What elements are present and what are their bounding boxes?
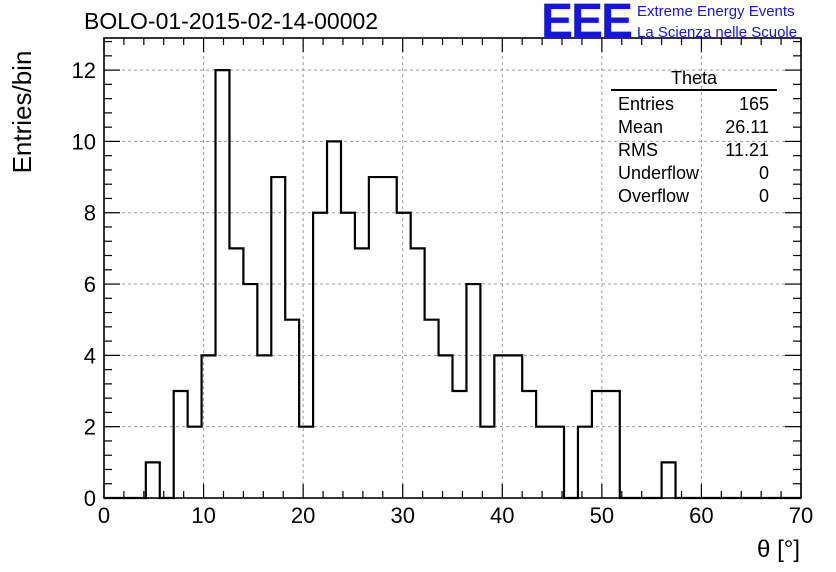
- stats-label: Overflow: [618, 186, 690, 206]
- y-tick-label: 4: [84, 343, 96, 368]
- logo-tagline-1: Extreme Energy Events: [637, 3, 795, 20]
- stats-box: Theta Entries 165 Mean 26.11 RMS 11.21 U…: [611, 68, 777, 208]
- stats-value: 26.11: [725, 117, 769, 137]
- eee-logo-mark: EEE: [541, 0, 633, 48]
- x-axis-label: θ [°]: [757, 536, 800, 563]
- stats-label: Entries: [618, 94, 675, 114]
- stats-label: Underflow: [618, 163, 700, 183]
- y-tick-label: 6: [84, 272, 96, 297]
- y-tick-label: 2: [84, 415, 96, 440]
- x-tick-label: 20: [291, 503, 315, 528]
- y-axis-label: Entries/bin: [7, 51, 37, 174]
- stats-value: 11.21: [725, 140, 769, 160]
- tick-labels: 0 10 20 30 40 50 60 70 0 2 4 6 8 10 12: [72, 58, 814, 528]
- stats-row-overflow: Overflow 0: [611, 185, 777, 208]
- x-tick-label: 70: [789, 503, 813, 528]
- stats-value: 0: [758, 163, 769, 183]
- y-tick-label: 0: [84, 486, 96, 511]
- stats-row-rms: RMS 11.21: [611, 139, 777, 162]
- x-tick-label: 0: [98, 503, 110, 528]
- x-tick-label: 50: [590, 503, 614, 528]
- stats-label: RMS: [618, 140, 658, 160]
- stats-title: Theta: [611, 68, 777, 91]
- stats-value: 0: [758, 186, 769, 206]
- logo-tagline-2: La Scienza nelle Scuole: [637, 24, 798, 41]
- y-tick-label: 8: [84, 201, 96, 226]
- x-tick-label: 40: [490, 503, 514, 528]
- x-tick-label: 60: [689, 503, 713, 528]
- stats-label: Mean: [618, 117, 664, 137]
- stats-value: 165: [738, 94, 769, 114]
- x-tick-label: 30: [390, 503, 414, 528]
- stats-row-underflow: Underflow 0: [611, 162, 777, 185]
- chart-title: BOLO-01-2015-02-14-00002: [84, 8, 379, 34]
- plot-frame: [103, 37, 802, 499]
- axis-ticks: [103, 38, 802, 499]
- y-tick-label: 12: [72, 58, 96, 83]
- stats-row-mean: Mean 26.11: [611, 116, 777, 139]
- y-tick-label: 10: [72, 129, 96, 154]
- x-tick-label: 10: [191, 503, 215, 528]
- stats-row-entries: Entries 165: [611, 93, 777, 116]
